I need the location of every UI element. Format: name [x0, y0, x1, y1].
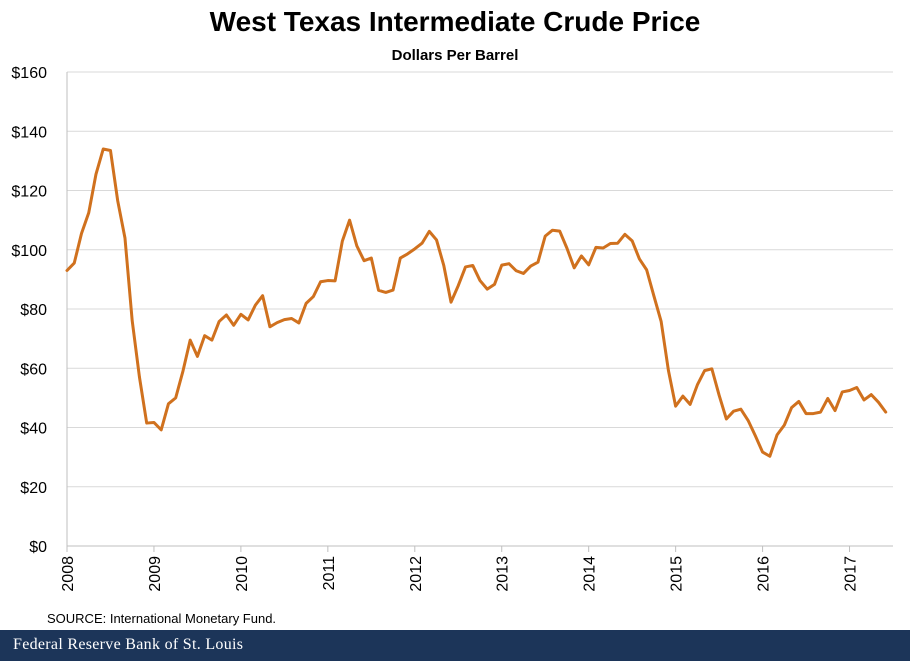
y-tick-label: $80: [20, 302, 47, 319]
series-line-0: [67, 149, 886, 456]
x-tick-label: 2010: [234, 556, 251, 592]
y-tick-label: $160: [11, 65, 47, 82]
x-tick-label: 2013: [495, 556, 512, 592]
y-tick-label: $60: [20, 361, 47, 378]
x-tick-label: 2009: [147, 556, 164, 592]
x-axis-ticks: 2008 2009 2010 2011 2012 2013 2014 2015 2016 2017: [60, 546, 860, 592]
footer-brand: Federal Reserve Bank of St. Louis: [13, 636, 243, 654]
x-tick-label: 2015: [669, 556, 686, 592]
y-tick-label: $100: [11, 243, 47, 260]
x-tick-label: 2011: [321, 556, 338, 591]
x-tick-label: 2017: [843, 556, 860, 592]
x-tick-label: 2012: [408, 556, 425, 592]
x-tick-label: 2008: [60, 556, 77, 592]
footer-banner: Federal Reserve Bank of St. Louis: [0, 630, 910, 661]
source-note: SOURCE: International Monetary Fund.: [47, 611, 276, 626]
y-tick-label: $20: [20, 480, 47, 497]
x-tick-label: 2016: [756, 556, 773, 592]
y-tick-label: $120: [11, 184, 47, 201]
y-tick-label: $140: [11, 124, 47, 141]
series-group: [67, 149, 886, 456]
y-tick-label: $0: [29, 539, 47, 556]
x-tick-label: 2014: [582, 556, 599, 592]
y-axis-ticks: $0 $20 $40 $60 $80 $100 $120 $140 $160: [11, 65, 47, 556]
y-tick-label: $40: [20, 421, 47, 438]
